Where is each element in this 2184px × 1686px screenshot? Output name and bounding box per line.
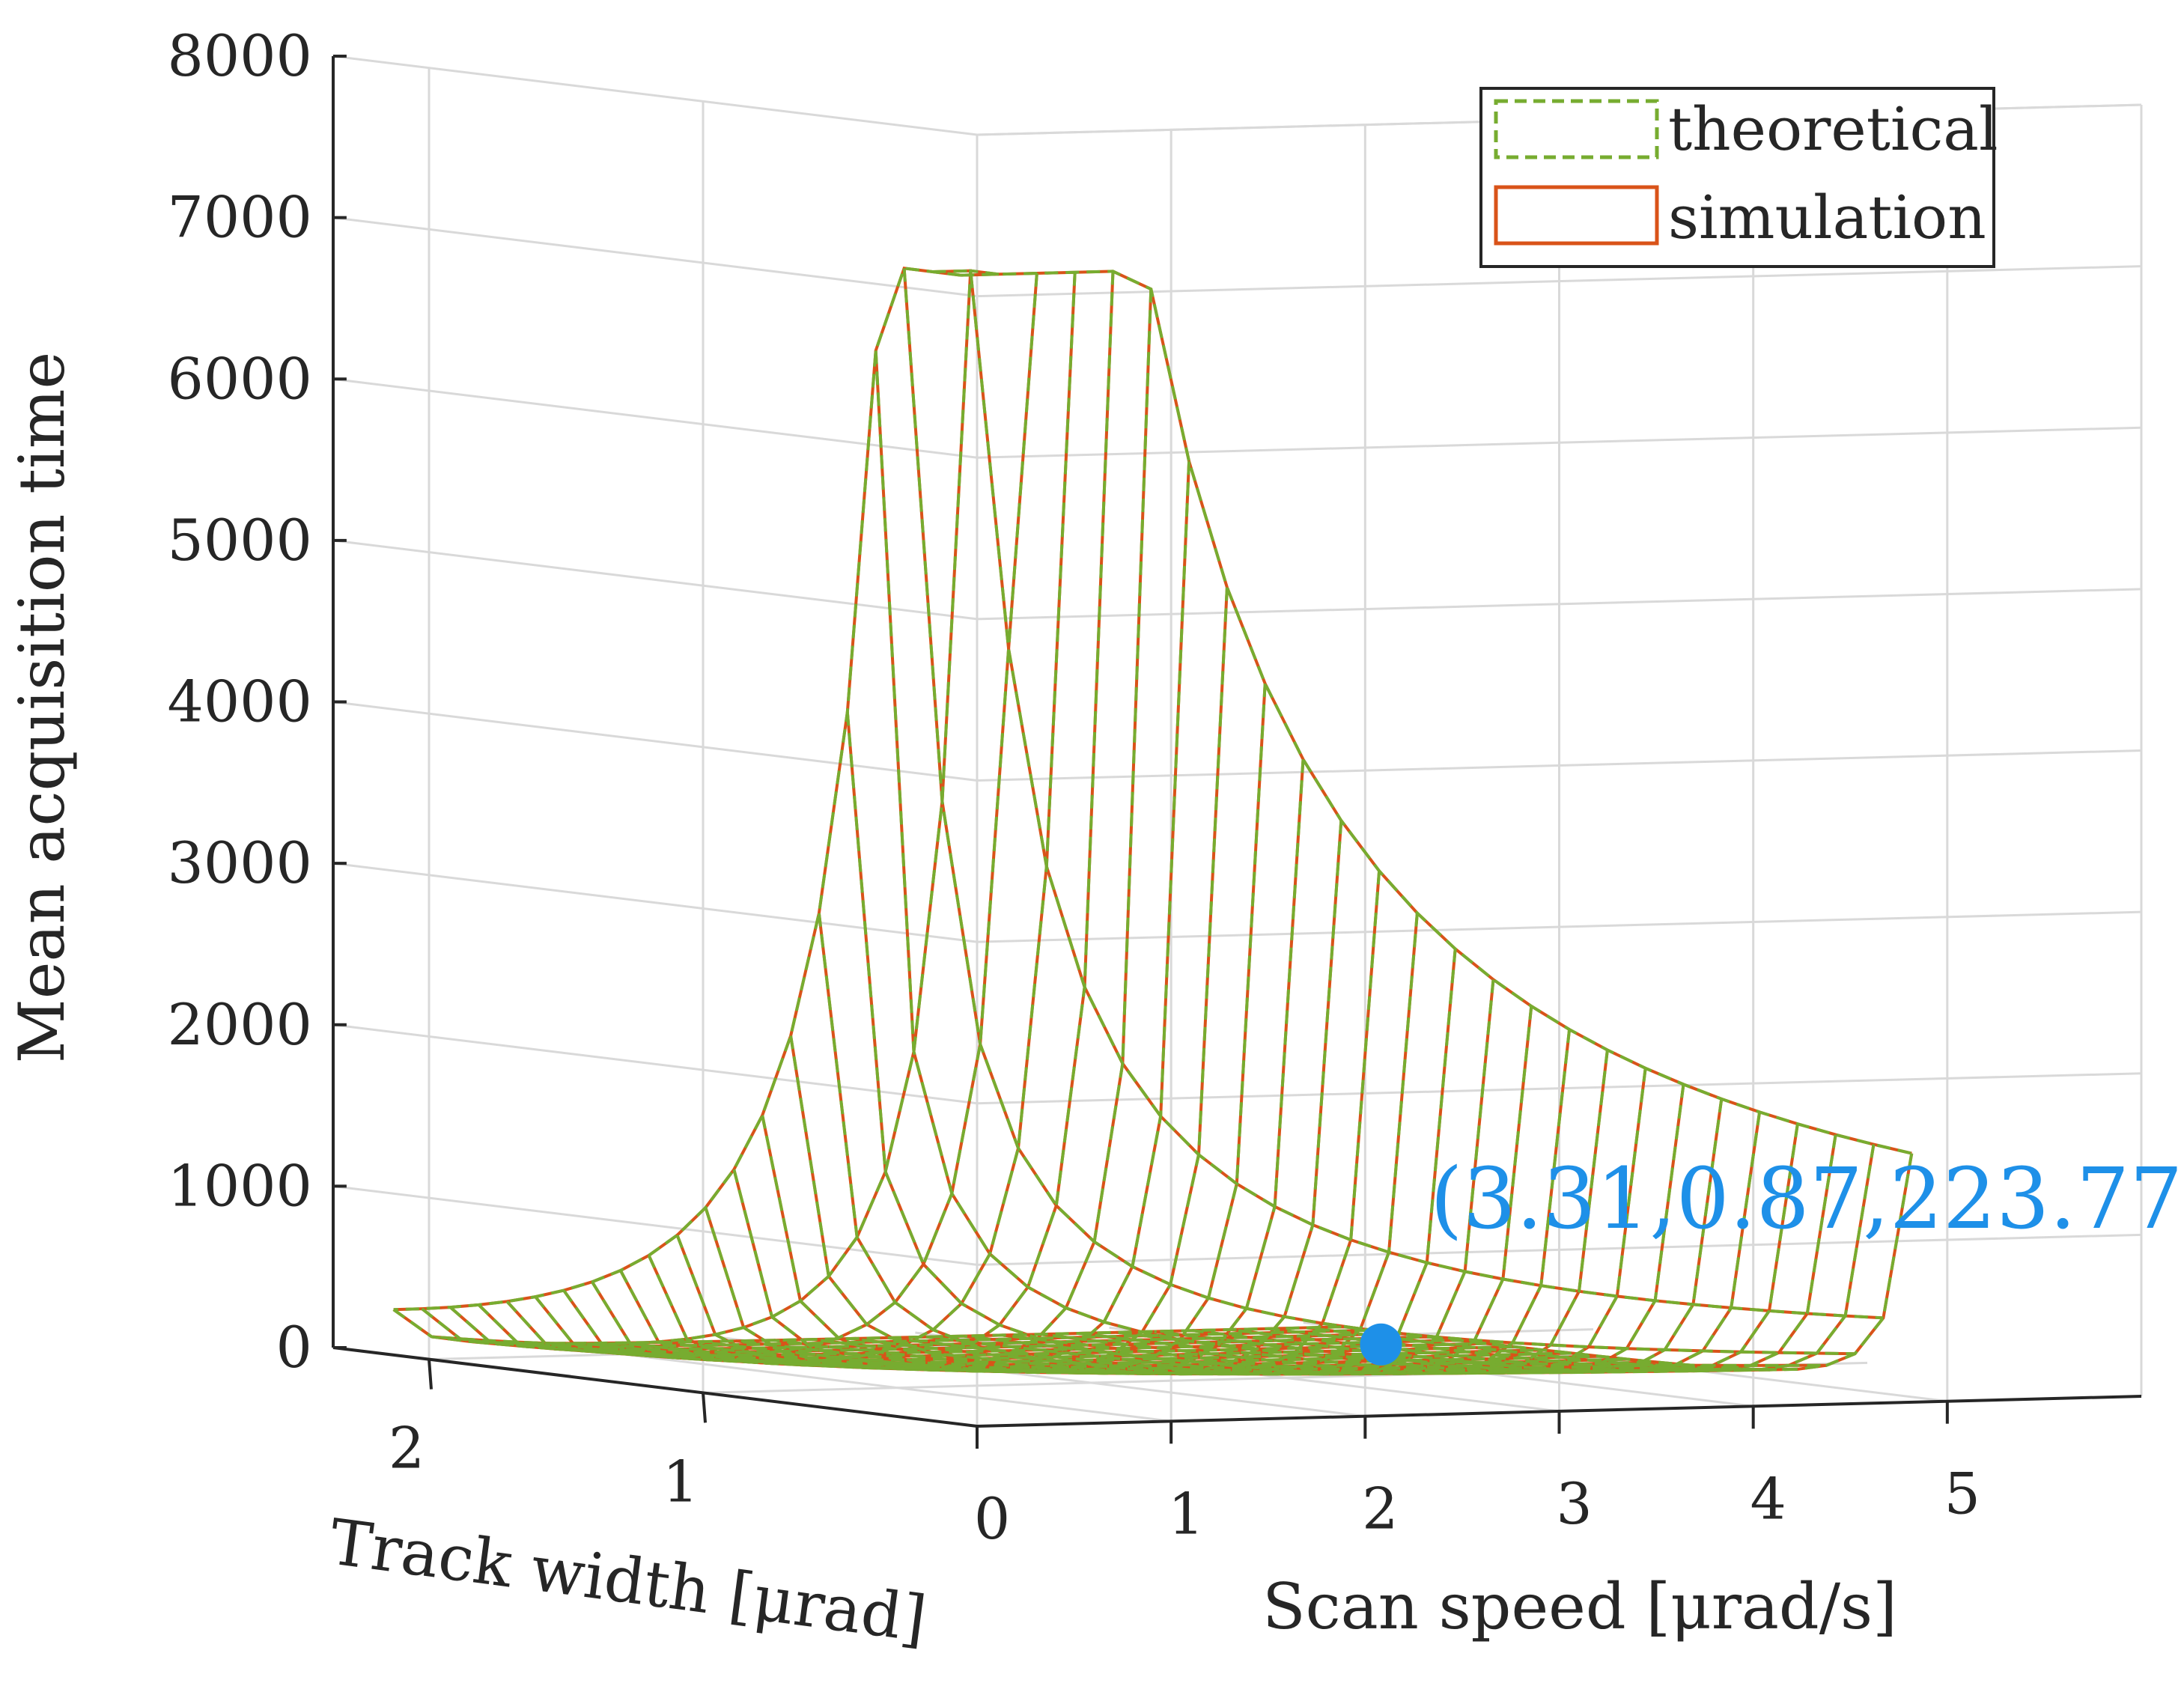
simulation-mesh-line bbox=[393, 267, 961, 1312]
tick-marks bbox=[332, 55, 1949, 1449]
x-tick-label: 4 bbox=[1750, 1465, 1786, 1532]
z-tick-label: 2000 bbox=[167, 991, 311, 1058]
y-tick-label: 2 bbox=[389, 1415, 425, 1482]
legend: theoretical simulation bbox=[1479, 87, 1998, 268]
z-gridline bbox=[332, 55, 978, 136]
z-tick-label: 8000 bbox=[167, 22, 311, 89]
theoretical-mesh-line bbox=[845, 712, 1798, 1372]
simulation-mesh-line bbox=[660, 587, 1229, 1374]
y-axis-line bbox=[332, 1346, 978, 1428]
theoretical-mesh-line bbox=[932, 269, 1884, 1320]
z-gridline bbox=[332, 1184, 978, 1266]
theoretical-mesh-line bbox=[449, 1306, 1402, 1351]
y-axis-label: Track width [μrad] bbox=[326, 1505, 931, 1656]
theoretical-mesh-line bbox=[850, 913, 1419, 1376]
y-tick bbox=[702, 1393, 707, 1423]
x-tick-label: 5 bbox=[1944, 1461, 1980, 1527]
z-gridline bbox=[332, 216, 978, 298]
marker-annotation: (3.31,0.87,223.77) bbox=[1430, 1151, 2184, 1248]
legend-swatch-theoretical bbox=[1494, 99, 1659, 159]
legend-label-theoretical: theoretical bbox=[1668, 94, 1998, 164]
x-tick-label: 3 bbox=[1556, 1470, 1592, 1537]
x-tick-label: 0 bbox=[974, 1485, 1010, 1552]
theoretical-mesh-line bbox=[545, 271, 1115, 1368]
theoretical-mesh-line bbox=[505, 1300, 1458, 1357]
x-axis-label: Scan speed [μrad/s] bbox=[1262, 1570, 1897, 1643]
legend-label-simulation: simulation bbox=[1668, 183, 1986, 252]
surface-mesh bbox=[392, 267, 1914, 1376]
z-tick-label: 5000 bbox=[167, 507, 311, 573]
theoretical-mesh-line bbox=[789, 1035, 1742, 1376]
z-gridline bbox=[332, 701, 978, 782]
theoretical-mesh-line bbox=[507, 272, 1077, 1363]
x-tick-label: 1 bbox=[1168, 1480, 1204, 1547]
simulation-mesh-line bbox=[845, 712, 1798, 1372]
legend-box bbox=[1479, 87, 1995, 268]
z-gridline bbox=[332, 539, 978, 621]
z-tick-label: 1000 bbox=[167, 1152, 311, 1219]
y-tick-label: 1 bbox=[663, 1448, 699, 1515]
simulation-mesh-line bbox=[431, 269, 1000, 1346]
theoretical-mesh-line bbox=[902, 268, 1855, 1356]
z-gridline bbox=[332, 1023, 978, 1105]
marker-point bbox=[1360, 1323, 1402, 1366]
theoretical-mesh-line bbox=[478, 1303, 1430, 1354]
simulation-mesh-line bbox=[961, 270, 1912, 1155]
z-tick-label: 7000 bbox=[167, 184, 311, 251]
tick-labels: 0 1000 2000 3000 4000 5000 6000 7000 8000 0 1 2 3 4 5 1… bbox=[167, 22, 1980, 1552]
theoretical-mesh-line bbox=[431, 269, 1000, 1346]
marker-layer bbox=[1360, 1323, 1402, 1366]
z-tick-label: 4000 bbox=[167, 669, 311, 735]
theoretical-mesh-line bbox=[392, 1308, 1345, 1345]
z-tick-label: 6000 bbox=[167, 345, 311, 412]
x-tick-label: 2 bbox=[1362, 1476, 1398, 1542]
theoretical-mesh-line bbox=[660, 587, 1229, 1374]
legend-swatch-simulation bbox=[1494, 185, 1659, 246]
z-tick-label: 3000 bbox=[167, 830, 311, 896]
theoretical-mesh-line bbox=[421, 1307, 1373, 1348]
simulation-mesh-line bbox=[850, 913, 1419, 1376]
theoretical-mesh-line bbox=[773, 820, 1343, 1375]
z-axis-label: Mean acquisition time bbox=[5, 352, 79, 1063]
theoretical-mesh-line bbox=[562, 1289, 1515, 1363]
y-tick bbox=[428, 1359, 433, 1390]
theoretical-mesh-line bbox=[393, 267, 961, 1312]
theoretical-mesh-line bbox=[961, 270, 1912, 1155]
z-tick-label: 0 bbox=[276, 1314, 312, 1381]
z-gridline bbox=[332, 862, 978, 943]
simulation-mesh-line bbox=[545, 271, 1115, 1368]
